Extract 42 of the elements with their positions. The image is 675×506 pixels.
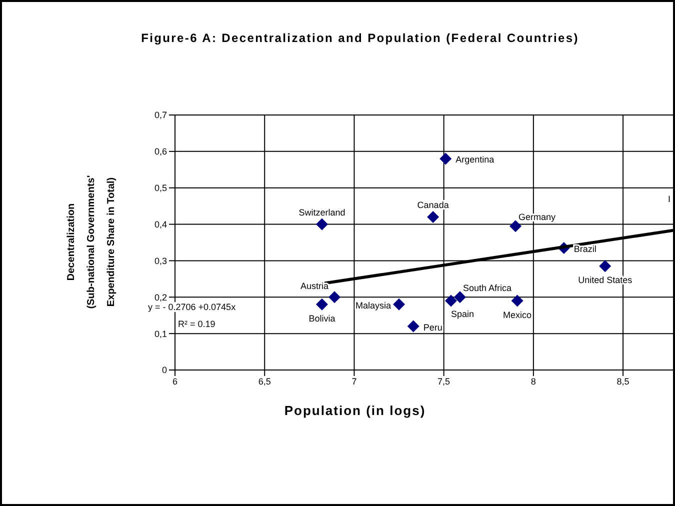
point <box>510 220 522 232</box>
point <box>440 152 452 165</box>
point <box>316 298 328 310</box>
y-axis-title: Decentralization (Sub-national Governments' Expenditure Share in Total) <box>65 174 118 311</box>
series-label: Bolivia <box>308 313 336 324</box>
x-tick-label: 6 <box>172 376 178 386</box>
series-label: Brazil <box>574 244 596 254</box>
point <box>393 298 406 310</box>
series-label: Austria <box>300 281 328 292</box>
point <box>444 294 457 307</box>
annotation: y = - 0.2706 +0.0745x <box>148 302 236 312</box>
y-tick-label: 0,3 <box>154 256 167 266</box>
x-tick-label: 6,5 <box>258 376 271 386</box>
y-tick-label: 0,1 <box>154 328 167 339</box>
x-tick-label: 7,5 <box>438 376 450 386</box>
point <box>407 320 420 332</box>
annotation: R² = 0.19 <box>178 319 216 329</box>
y-tick-label: 0,7 <box>154 110 167 120</box>
x-tick-label: 7 <box>352 376 357 386</box>
point <box>328 291 340 304</box>
series-label: Spain <box>450 308 474 319</box>
chart-title: Figure-6 A: Decentralization and Population (Federal Countries) <box>140 30 580 47</box>
x-axis-title: Population (in logs) <box>283 403 427 418</box>
annotation: I <box>668 194 671 204</box>
x-tick-label: 8 <box>530 376 536 386</box>
point <box>454 291 466 304</box>
series-label: Malaysia <box>356 300 392 310</box>
series-label: Argentina <box>456 154 494 165</box>
y-tick-label: 0 <box>162 365 167 376</box>
series-label: South Africa <box>462 283 512 294</box>
y-tick-label: 0,5 <box>154 183 167 194</box>
series-label: Peru <box>423 322 442 332</box>
point <box>427 211 440 223</box>
y-tick-label: 0,6 <box>154 146 167 157</box>
point <box>511 294 524 307</box>
y-tick-label: 0,2 <box>154 292 167 302</box>
y-tick-label: 0,4 <box>154 219 167 230</box>
point <box>316 218 328 230</box>
series-label: Mexico <box>503 310 532 320</box>
series-label: Switzerland <box>298 207 346 218</box>
point <box>599 260 612 272</box>
x-tick-label: 8,5 <box>616 376 630 386</box>
